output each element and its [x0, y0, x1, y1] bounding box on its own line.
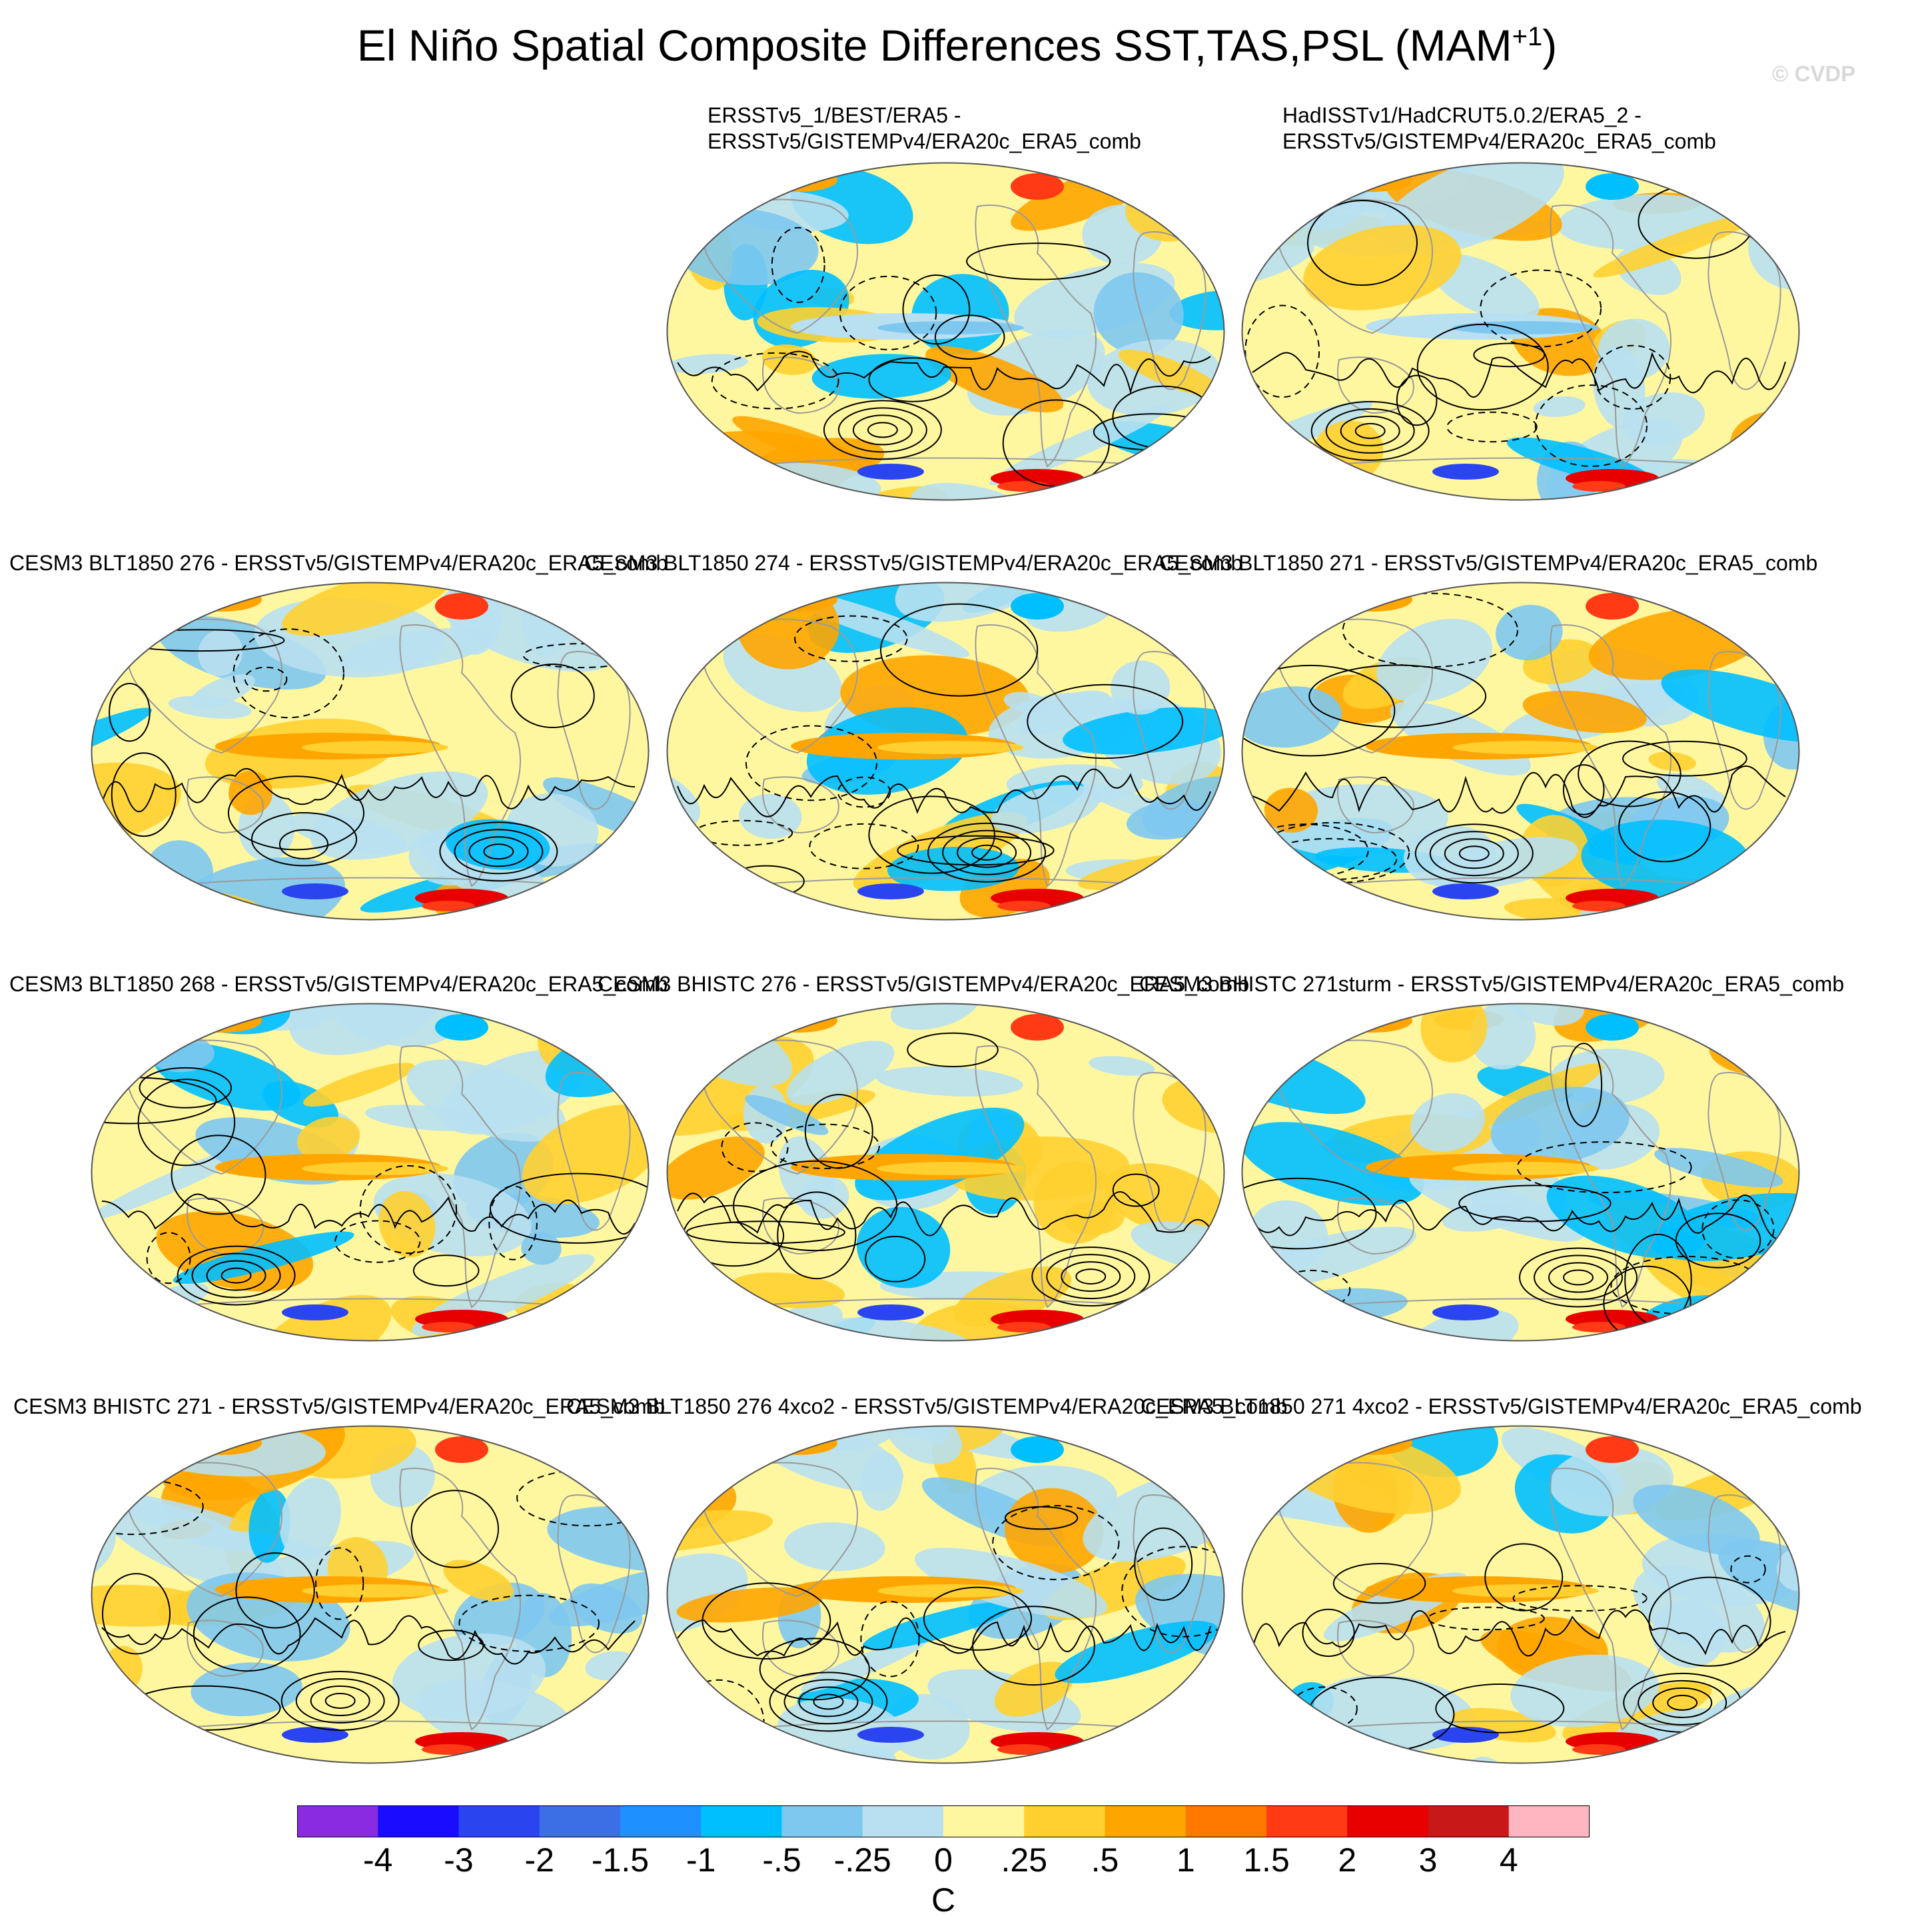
colorbar-swatch [378, 1805, 459, 1837]
colorbar [297, 1805, 1590, 1837]
colorbar-tick-label: 2 [1338, 1841, 1357, 1879]
colorbar-swatch [1266, 1805, 1348, 1837]
map-field [91, 1003, 649, 1341]
psl-contours [91, 1067, 649, 1306]
colorbar-swatch [1508, 1805, 1590, 1837]
panel-title-p10: CESM3 BLT1850 276 4xco2 - ERSSTv5/GISTEM… [566, 1394, 1288, 1418]
figure-title-main: El Niño Spatial Composite Differences SS… [356, 21, 1512, 70]
psl-contours [677, 603, 1211, 898]
map-panel-p1 [666, 162, 1225, 501]
map-field [91, 1426, 649, 1763]
cvdp-watermark: © CVDP [1772, 61, 1856, 86]
panel-title-p7: CESM3 BHISTC 276 - ERSSTv5/GISTEMPv4/ERA… [598, 972, 1250, 996]
map-panel-p2 [1241, 162, 1800, 501]
map-field [1242, 582, 1799, 920]
colorbar-tick-label: -.5 [762, 1841, 801, 1879]
colorbar-swatch [862, 1805, 944, 1837]
colorbar-tick-label: 1 [1176, 1841, 1195, 1879]
map-field [667, 582, 1224, 920]
colorbar-tick-label: -4 [363, 1841, 393, 1879]
panel-title-line1: ERSSTv5_1/BEST/ERA5 - [708, 103, 961, 127]
colorbar-border [297, 1805, 1590, 1837]
colorbar-tick-label: -.25 [833, 1841, 891, 1879]
globe-outline [91, 582, 650, 921]
globe-outline [1241, 1003, 1800, 1342]
panel-title-p9: CESM3 BHISTC 271 - ERSSTv5/GISTEMPv4/ERA… [13, 1394, 666, 1418]
globe-outline [91, 1425, 650, 1764]
colorbar-swatch [1024, 1805, 1105, 1837]
map-field [667, 1003, 1224, 1341]
globe-outline [1241, 1425, 1800, 1764]
colorbar-swatch [943, 1805, 1025, 1837]
colorbar-swatch [620, 1805, 702, 1837]
map-panel-p4 [666, 582, 1225, 921]
colorbar-tick-label: -1 [686, 1841, 716, 1879]
map-field [667, 163, 1224, 500]
map-panel-p3 [91, 582, 650, 921]
colorbar-unit-label: C [931, 1881, 956, 1919]
colorbar-swatch [458, 1805, 540, 1837]
globe-outline [666, 582, 1225, 921]
colorbar-swatch [1347, 1805, 1428, 1837]
colorbar-swatch [539, 1805, 621, 1837]
globe-outline [666, 1425, 1225, 1764]
panel-title-p11: CESM3 BLT1850 271 4xco2 - ERSSTv5/GISTEM… [1141, 1394, 1862, 1418]
globe-outline [91, 1003, 650, 1342]
panel-title-p4: CESM3 BLT1850 274 - ERSSTv5/GISTEMPv4/ER… [584, 551, 1243, 575]
psl-contours [101, 628, 639, 882]
map-field [667, 1426, 1224, 1763]
colorbar-swatch [297, 1805, 378, 1837]
map-field [1242, 1426, 1799, 1763]
map-panel-p7 [666, 1003, 1225, 1342]
colorbar-swatch [1185, 1805, 1267, 1837]
colorbar-tick-label: 4 [1499, 1841, 1518, 1879]
figure-title-superscript: +1 [1512, 22, 1543, 51]
panel-title-p2: HadISSTv1/HadCRUT5.0.2/ERA5_2 - ERSSTv5/… [1282, 103, 1716, 155]
panel-title-p1: ERSSTv5_1/BEST/ERA5 - ERSSTv5/GISTEMPv4/… [708, 103, 1141, 155]
map-panel-p9 [91, 1425, 650, 1764]
colorbar-tick-label: .25 [1001, 1841, 1048, 1879]
map-panel-p5 [1241, 582, 1800, 921]
panel-title-p8: CESM3 BHISTC 271sturm - ERSSTv5/GISTEMPv… [1139, 972, 1845, 996]
globe-outline [666, 1003, 1225, 1342]
colorbar-tick-label: 0 [934, 1841, 953, 1879]
map-field [91, 582, 649, 920]
map-panel-p8 [1241, 1003, 1800, 1342]
map-panel-p10 [666, 1425, 1225, 1764]
map-panel-p6 [91, 1003, 650, 1342]
colorbar-tick-label: -3 [444, 1841, 474, 1879]
colorbar-swatch [1428, 1805, 1510, 1837]
colorbar-tick-label: -2 [524, 1841, 554, 1879]
panel-title-p5: CESM3 BLT1850 271 - ERSSTv5/GISTEMPv4/ER… [1159, 551, 1818, 575]
colorbar-swatch [1105, 1805, 1187, 1837]
panel-title-line2: ERSSTv5/GISTEMPv4/ERA20c_ERA5_comb [708, 129, 1141, 153]
colorbar-tick-label: .5 [1091, 1841, 1119, 1879]
colorbar-swatch [701, 1805, 782, 1837]
globe-outline [1241, 582, 1800, 921]
panel-title-p6: CESM3 BLT1850 268 - ERSSTv5/GISTEMPv4/ER… [9, 972, 668, 996]
psl-contours [91, 1469, 649, 1731]
colorbar-tick-label: -1.5 [591, 1841, 650, 1879]
panel-title-line1: HadISSTv1/HadCRUT5.0.2/ERA5_2 - [1282, 103, 1642, 127]
globe-outline [666, 162, 1225, 501]
map-field [1242, 163, 1799, 500]
map-panel-p11 [1241, 1425, 1800, 1764]
panel-title-line2: ERSSTv5/GISTEMPv4/ERA20c_ERA5_comb [1282, 129, 1716, 153]
figure-title-end: ) [1542, 21, 1558, 70]
colorbar-tick-label: 1.5 [1243, 1841, 1290, 1879]
colorbar-tick-label: 3 [1418, 1841, 1438, 1879]
panel-title-p3: CESM3 BLT1850 276 - ERSSTv5/GISTEMPv4/ER… [9, 551, 668, 575]
colorbar-swatch [781, 1805, 863, 1837]
globe-outline [1241, 162, 1800, 501]
map-field [1242, 1003, 1799, 1341]
figure-title: El Niño Spatial Composite Differences SS… [0, 19, 1914, 72]
